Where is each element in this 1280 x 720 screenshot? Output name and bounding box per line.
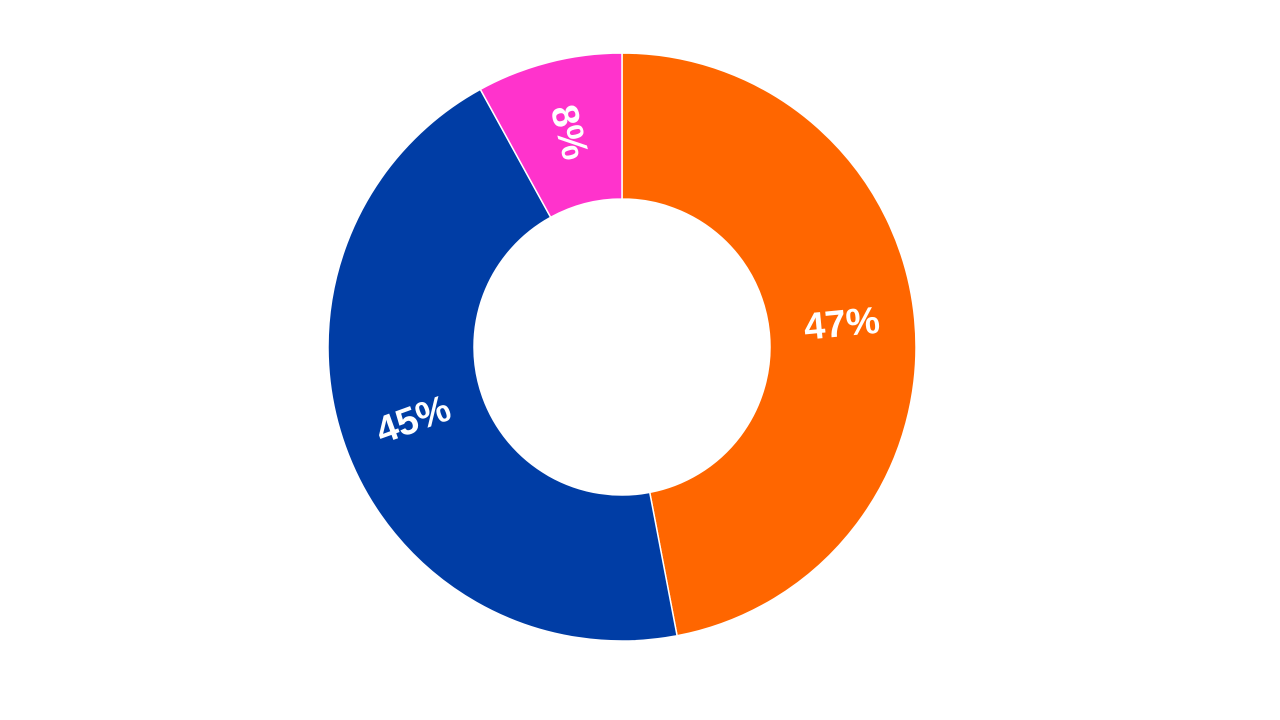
donut-slice: [621, 52, 917, 637]
donut-slice: [327, 88, 678, 642]
data-label: 47%: [802, 300, 882, 349]
donut-slice: [479, 52, 623, 219]
